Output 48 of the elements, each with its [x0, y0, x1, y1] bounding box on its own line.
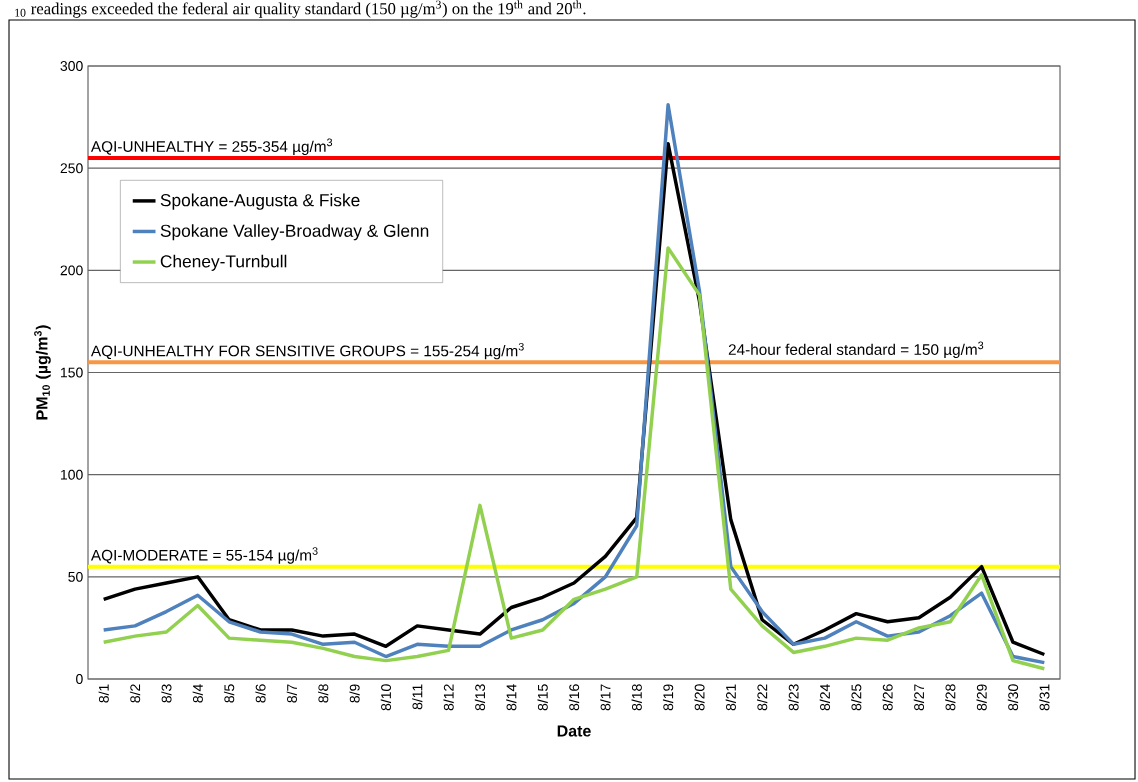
x-tick-label: 8/16	[568, 684, 580, 711]
x-tick-label: 8/21	[725, 684, 736, 711]
x-tick-label: 8/5	[223, 684, 235, 703]
x-tick-label: 8/1	[98, 684, 109, 703]
ref-line-label: AQI-UNHEALTHY FOR SENSITIVE GROUPS = 155-254 µg/m$^{3}$	[90, 342, 524, 360]
y-tick-label: 250	[60, 163, 83, 174]
x-tick-label: 8/15	[537, 684, 548, 711]
y-tick-label: 0	[76, 674, 83, 684]
x-tick-label: 8/6	[255, 684, 266, 703]
x-tick-label: 8/30	[1007, 684, 1019, 711]
x-tick-label: 8/12	[443, 684, 454, 711]
x-tick-label: 8/2	[129, 684, 141, 703]
y-tick-label: 50	[68, 571, 83, 582]
x-tick-label: 8/11	[412, 684, 423, 710]
x-tick-label: 8/22	[757, 684, 768, 711]
legend-label: Spokane Valley-Broadway & Glenn	[160, 224, 429, 241]
x-tick-label: 8/26	[882, 684, 893, 711]
x-tick-label: 8/27	[913, 684, 925, 711]
x-tick-label: 8/13	[474, 684, 486, 711]
x-tick-label: 8/7	[286, 684, 297, 703]
x-tick-label: 8/28	[945, 684, 956, 711]
y-tick-label: 150	[61, 367, 83, 378]
x-tick-label: 8/19	[662, 684, 674, 711]
x-tick-label: 8/17	[600, 684, 611, 711]
x-axis-title: Date	[557, 725, 591, 737]
x-tick-label: 8/10	[380, 684, 392, 711]
text: $_{10}$ readings exceeded the federal air quality standard (150 µg/m$^{3}$) on the 19$^{th}$ and 20$^{th}$.	[15, 0, 586, 18]
x-tick-label: 8/20	[694, 684, 705, 711]
x-tick-label: 8/4	[192, 684, 203, 703]
y-tick-label: 100	[61, 469, 83, 480]
x-tick-label: 8/31	[1039, 684, 1050, 711]
y-tick-label: 300	[60, 61, 83, 71]
annotation: 24-hour federal standard = 150 µg/m$^{3}$	[728, 341, 984, 359]
ref-line-label: AQI-UNHEALTHY = 255-354 µg/m$^{3}$	[90, 138, 333, 156]
x-tick-label: 8/14	[506, 684, 517, 711]
ref-line-label: AQI-MODERATE = 55-154 µg/m$^{3}$	[90, 547, 318, 564]
legend-label: Cheney-Turnbull	[160, 254, 287, 271]
x-tick-label: 8/8	[318, 684, 329, 703]
x-tick-label: 8/23	[788, 684, 799, 711]
x-tick-label: 8/29	[976, 684, 987, 711]
x-tick-label: 8/25	[851, 684, 862, 711]
x-tick-label: 8/3	[161, 684, 172, 703]
y-tick-label: 200	[60, 265, 83, 276]
x-tick-label: 8/24	[819, 684, 830, 711]
legend-label: Spokane-Augusta & Fiske	[160, 193, 360, 210]
x-tick-label: 8/18	[631, 684, 642, 711]
x-tick-label: 8/9	[349, 684, 360, 703]
y-axis-title: PM$_{10}$ (µg/m$^{3}$)	[34, 325, 51, 420]
